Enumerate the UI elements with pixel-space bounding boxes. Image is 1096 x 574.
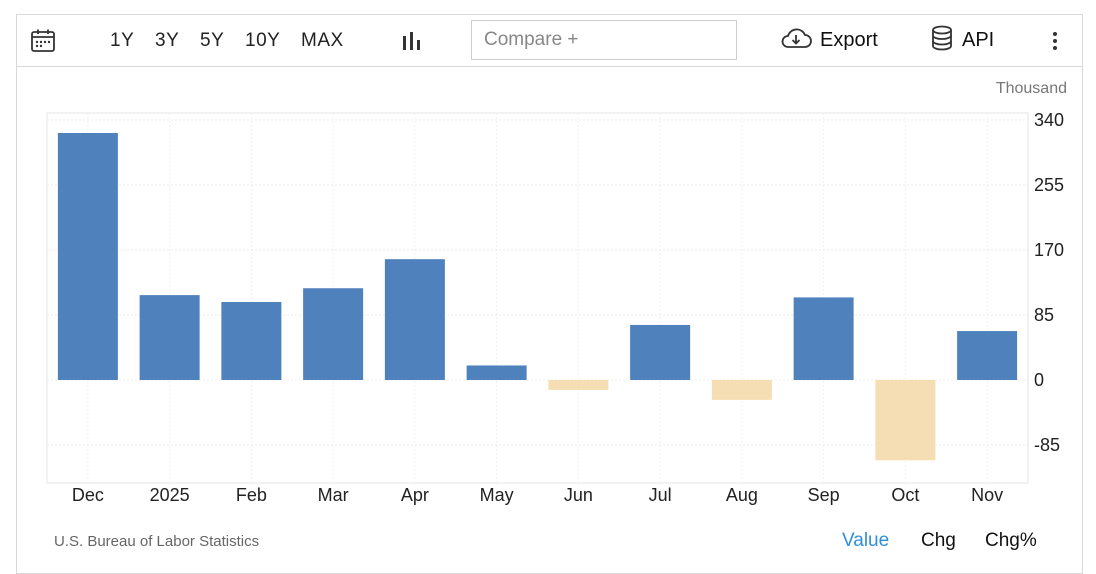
chg-mode-link[interactable]: Chg [921, 530, 956, 551]
y-tick-label: 255 [1034, 175, 1064, 195]
range-max-button[interactable]: MAX [301, 29, 344, 51]
range-1y-button[interactable]: 1Y [110, 29, 135, 51]
chg-percent-mode-link[interactable]: Chg% [985, 530, 1037, 551]
value-mode-link[interactable]: Value [842, 530, 890, 551]
x-tick-label: Jul [649, 485, 672, 505]
x-tick-label: May [480, 485, 514, 505]
bar [711, 380, 772, 400]
x-tick-label: Jun [564, 485, 593, 505]
x-tick-label: 2025 [150, 485, 190, 505]
x-tick-label: Oct [891, 485, 919, 505]
bar-chart-icon[interactable] [400, 14, 422, 67]
bar [630, 324, 691, 380]
cloud-download-icon [780, 26, 812, 55]
api-label: API [962, 29, 995, 51]
y-tick-label: 340 [1034, 110, 1064, 130]
range-10y-button[interactable]: 10Y [245, 29, 281, 51]
unit-label: Thousand [995, 80, 1067, 97]
bar [875, 380, 936, 461]
bar-chart: 340 255 170 85 0 -85 Dec 2025 Feb Mar Apr May Jun Jul… [46, 110, 1064, 505]
export-label: Export [820, 29, 878, 51]
plot-area [46, 112, 1029, 484]
y-tick-label: -85 [1034, 435, 1060, 455]
export-button[interactable]: Export [780, 14, 878, 67]
x-tick-label: Mar [318, 485, 349, 505]
y-tick-label: 170 [1034, 240, 1064, 260]
x-tick-label: Dec [72, 485, 104, 505]
api-button[interactable]: API [930, 14, 994, 67]
chart-toolbar: 1Y 3Y 5Y 10Y MAX Compare + Export [16, 14, 1083, 67]
bar [548, 380, 609, 390]
bar [957, 331, 1018, 380]
x-tick-label: Nov [971, 485, 1003, 505]
database-icon [930, 25, 954, 56]
range-3y-button[interactable]: 3Y [155, 29, 180, 51]
kebab-menu-icon[interactable] [1051, 14, 1059, 67]
bar [139, 295, 200, 380]
y-tick-label: 85 [1034, 305, 1054, 325]
bar [303, 288, 364, 380]
compare-input[interactable]: Compare + [471, 20, 737, 60]
bar [466, 365, 527, 380]
range-5y-button[interactable]: 5Y [200, 29, 225, 51]
bar [793, 297, 854, 380]
x-tick-label: Aug [726, 485, 758, 505]
bar [384, 259, 445, 380]
x-tick-label: Apr [401, 485, 429, 505]
bar [57, 133, 118, 380]
calendar-icon[interactable] [30, 14, 56, 67]
bar [221, 302, 282, 380]
y-tick-label: 0 [1034, 370, 1044, 390]
x-tick-label: Feb [236, 485, 267, 505]
source-label: U.S. Bureau of Labor Statistics [54, 533, 260, 550]
x-tick-label: Sep [808, 485, 840, 505]
